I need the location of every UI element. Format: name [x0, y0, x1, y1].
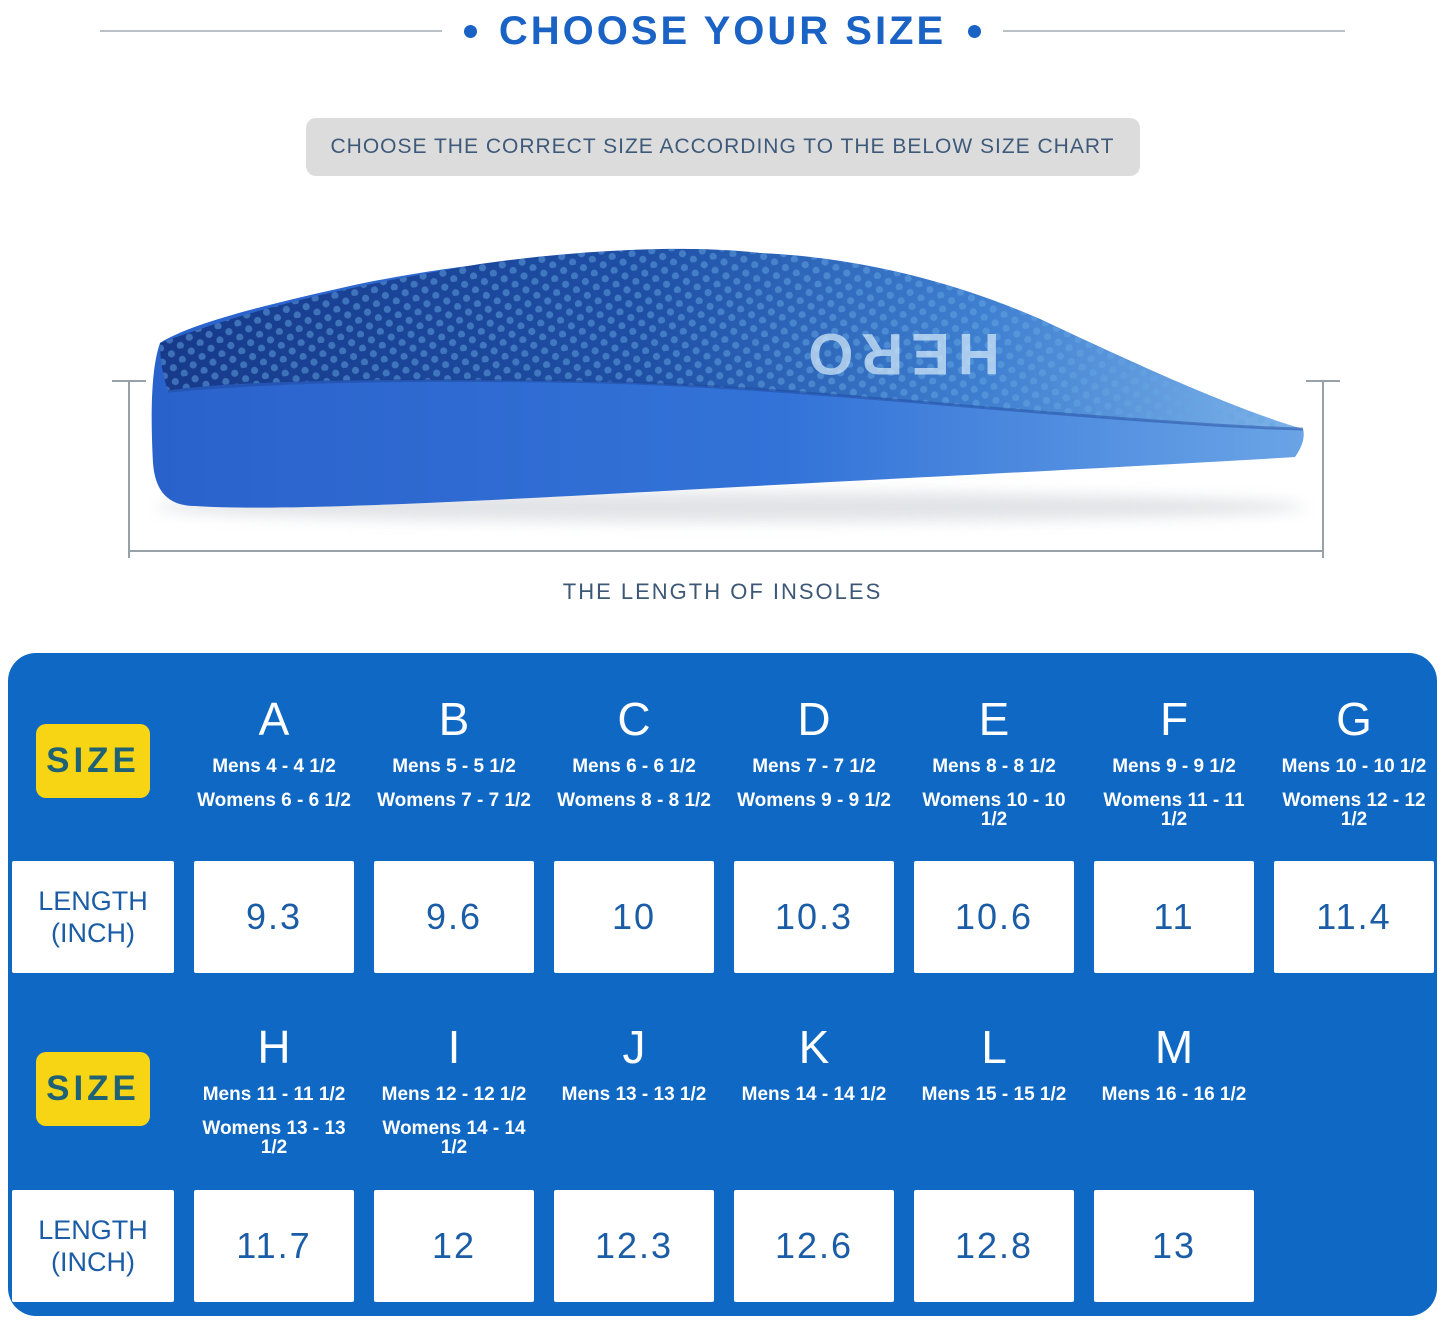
- size-mens: Mens 7 - 7 1/2: [752, 756, 876, 777]
- size-mens: Mens 14 - 14 1/2: [741, 1084, 887, 1105]
- header: CHOOSE YOUR SIZE: [0, 0, 1445, 53]
- size-mens: Mens 15 - 15 1/2: [921, 1084, 1067, 1105]
- length-value: 9.3: [194, 861, 354, 973]
- size-womens: Womens 6 - 6 1/2: [197, 790, 351, 811]
- length-header: LENGTH (INCH): [12, 861, 174, 973]
- length-value: 10: [554, 861, 714, 973]
- size-cell-h: H Mens 11 - 11 1/2 Womens 13 - 13 1/2: [194, 1021, 354, 1157]
- size-cell-g: G Mens 10 - 10 1/2 Womens 12 - 12 1/2: [1274, 693, 1434, 829]
- size-badge: SIZE: [36, 724, 150, 798]
- size-letter: M: [1154, 1021, 1194, 1073]
- length-value: 10.3: [734, 861, 894, 973]
- size-cell-m: M Mens 16 - 16 1/2: [1094, 1021, 1254, 1119]
- size-row-1: SIZE A Mens 4 - 4 1/2 Womens 6 - 6 1/2 B…: [12, 693, 1433, 829]
- size-chart-panel: SIZE A Mens 4 - 4 1/2 Womens 6 - 6 1/2 B…: [8, 653, 1437, 1316]
- insole-rim-line: [167, 378, 1304, 431]
- length-value: 11.7: [194, 1190, 354, 1302]
- size-letter: K: [798, 1021, 830, 1073]
- size-mens: Mens 12 - 12 1/2: [381, 1084, 527, 1105]
- length-value: 11: [1094, 861, 1254, 973]
- size-letter: C: [617, 693, 651, 745]
- size-cell-f: F Mens 9 - 9 1/2 Womens 11 - 11 1/2: [1094, 693, 1254, 829]
- size-letter: E: [978, 693, 1010, 745]
- size-letter: I: [447, 1021, 461, 1073]
- size-womens: Womens 8 - 8 1/2: [557, 790, 711, 811]
- size-letter: G: [1336, 693, 1372, 745]
- size-womens: Womens 12 - 12 1/2: [1282, 790, 1426, 830]
- size-mens: Mens 13 - 13 1/2: [561, 1084, 707, 1105]
- size-womens: Womens 13 - 13 1/2: [202, 1118, 346, 1158]
- insole-brand-text: HERO: [800, 321, 1000, 386]
- size-cell-l: L Mens 15 - 15 1/2: [914, 1021, 1074, 1119]
- size-cell-k: K Mens 14 - 14 1/2: [734, 1021, 894, 1119]
- size-letter: J: [622, 1021, 646, 1073]
- instruction-banner: CHOOSE THE CORRECT SIZE ACCORDING TO THE…: [305, 118, 1140, 176]
- length-dimension-lines: [112, 380, 1340, 558]
- size-cell-c: C Mens 6 - 6 1/2 Womens 8 - 8 1/2: [554, 693, 714, 810]
- length-value: 12.8: [914, 1190, 1074, 1302]
- size-womens: Womens 7 - 7 1/2: [377, 790, 531, 811]
- length-row-1: LENGTH (INCH) 9.3 9.6 10 10.3 10.6 11 11…: [12, 861, 1434, 973]
- size-womens: Womens 11 - 11 1/2: [1103, 790, 1245, 830]
- size-cell-a: A Mens 4 - 4 1/2 Womens 6 - 6 1/2: [194, 693, 354, 810]
- size-mens: Mens 8 - 8 1/2: [932, 756, 1056, 777]
- length-value: 12.3: [554, 1190, 714, 1302]
- size-badge: SIZE: [36, 1052, 150, 1126]
- insole-photo: HERO: [112, 248, 1340, 558]
- header-rule-right: [1003, 30, 1345, 32]
- size-mens: Mens 10 - 10 1/2: [1281, 756, 1427, 777]
- size-womens: Womens 9 - 9 1/2: [737, 790, 891, 811]
- insole-figure: HERO THE LENGTH OF INSOLES: [0, 176, 1445, 653]
- size-letter: D: [797, 693, 831, 745]
- length-header: LENGTH (INCH): [12, 1190, 174, 1302]
- length-value: 12: [374, 1190, 534, 1302]
- size-womens: Womens 10 - 10 1/2: [922, 790, 1066, 830]
- size-cell-b: B Mens 5 - 5 1/2 Womens 7 - 7 1/2: [374, 693, 534, 810]
- insole-honeycomb-texture: [160, 248, 1303, 429]
- size-womens: Womens 14 - 14 1/2: [382, 1118, 526, 1158]
- length-value: 11.4: [1274, 861, 1434, 973]
- size-cell-j: J Mens 13 - 13 1/2: [554, 1021, 714, 1119]
- bullet-icon: [463, 24, 477, 38]
- size-cell-i: I Mens 12 - 12 1/2 Womens 14 - 14 1/2: [374, 1021, 534, 1157]
- length-value: 10.6: [914, 861, 1074, 973]
- length-value: 12.6: [734, 1190, 894, 1302]
- length-row-2: LENGTH (INCH) 11.7 12 12.3 12.6 12.8 13: [12, 1190, 1433, 1302]
- size-row-2: SIZE H Mens 11 - 11 1/2 Womens 13 - 13 1…: [12, 1021, 1433, 1157]
- figure-caption: THE LENGTH OF INSOLES: [562, 579, 883, 604]
- length-value: 13: [1094, 1190, 1254, 1302]
- size-cell-e: E Mens 8 - 8 1/2 Womens 10 - 10 1/2: [914, 693, 1074, 829]
- size-letter: F: [1159, 693, 1189, 745]
- size-letter: A: [258, 693, 290, 745]
- size-mens: Mens 4 - 4 1/2: [212, 756, 336, 777]
- size-letter: L: [981, 1021, 1007, 1073]
- size-mens: Mens 5 - 5 1/2: [392, 756, 516, 777]
- page-title: CHOOSE YOUR SIZE: [498, 8, 947, 53]
- size-cell-d: D Mens 7 - 7 1/2 Womens 9 - 9 1/2: [734, 693, 894, 810]
- size-mens: Mens 6 - 6 1/2: [572, 756, 696, 777]
- size-letter: B: [438, 693, 470, 745]
- bullet-icon: [968, 24, 982, 38]
- size-mens: Mens 16 - 16 1/2: [1101, 1084, 1247, 1105]
- size-mens: Mens 9 - 9 1/2: [1112, 756, 1236, 777]
- instruction-banner-text: CHOOSE THE CORRECT SIZE ACCORDING TO THE…: [330, 135, 1115, 158]
- length-value: 9.6: [374, 861, 534, 973]
- size-mens: Mens 11 - 11 1/2: [202, 1084, 346, 1105]
- header-rule-left: [100, 30, 442, 32]
- size-letter: H: [257, 1021, 291, 1073]
